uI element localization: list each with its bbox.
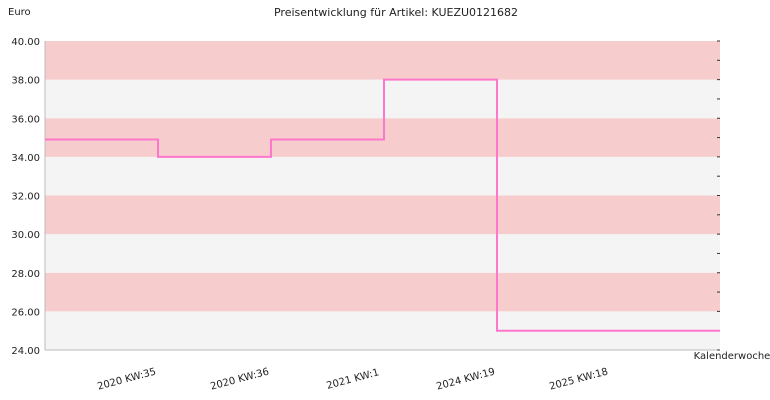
- y-axis-label: Euro: [8, 7, 31, 18]
- grid-band: [45, 195, 720, 235]
- x-tick-label: 2020 KW:36: [209, 366, 270, 392]
- y-tick-label: 38.00: [11, 76, 40, 87]
- grid-band: [45, 272, 720, 312]
- grid-band: [45, 79, 720, 119]
- price-series-line: [45, 78, 720, 332]
- x-tick-label: 2021 KW:1: [325, 367, 380, 392]
- y-tick-label: 34.00: [11, 153, 40, 164]
- x-tick-label: 2025 KW:18: [548, 366, 609, 392]
- chart-title: Preisentwicklung für Artikel: KUEZU01216…: [274, 6, 518, 19]
- x-axis-label: Kalenderwoche: [694, 351, 770, 362]
- y-tick-label: 36.00: [11, 114, 40, 125]
- grid-bands: [45, 41, 720, 350]
- y-tick-label: 26.00: [11, 307, 40, 318]
- y-tick-label: 24.00: [11, 346, 40, 357]
- grid-band: [45, 234, 720, 273]
- y-tick-label: 30.00: [11, 230, 40, 241]
- y-tick-labels: 24.00 26.00 28.00 30.00 32.00 34.00 36.00 38.00…: [11, 37, 40, 357]
- grid-band: [45, 156, 720, 196]
- x-tick-label: 2024 KW:19: [435, 366, 496, 392]
- series-layer: [45, 78, 720, 332]
- x-tick-labels: 2020 KW:35 2020 KW:36 2021 KW:1 2024 KW:19 2…: [96, 366, 609, 392]
- axes: [44, 40, 720, 351]
- y-tick-label: 32.00: [11, 192, 40, 203]
- x-tick-label: 2020 KW:35: [96, 366, 157, 392]
- y-tick-label: 28.00: [11, 269, 40, 280]
- y-tick-label: 40.00: [11, 37, 40, 48]
- grid-band: [45, 41, 720, 80]
- grid-band: [45, 118, 720, 157]
